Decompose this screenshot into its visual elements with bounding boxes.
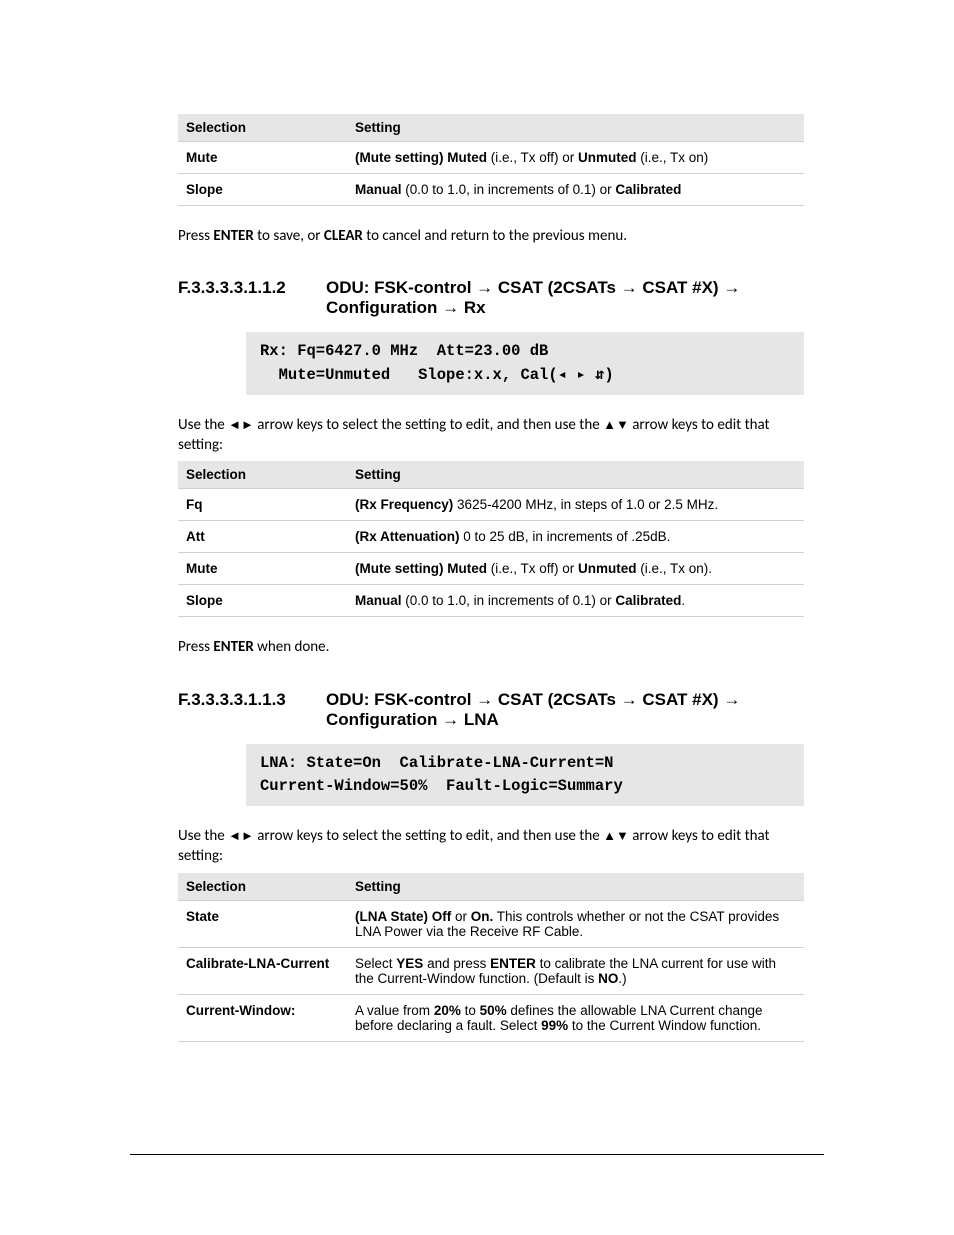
section-number: F.3.3.3.3.1.1.3 [178,690,326,710]
lcd-display-rx: Rx: Fq=6427.0 MHz Att=23.00 dB Mute=Unmu… [246,332,804,395]
table-row: Calibrate-LNA-CurrentSelect YES and pres… [178,947,804,994]
col-setting: Setting [347,114,804,142]
cell-setting: (LNA State) Off or On. This controls whe… [347,900,804,947]
cell-selection: Fq [178,489,347,521]
lcd-right-icon: ▸ [576,366,585,384]
cell-setting: (Mute setting) Muted (i.e., Tx off) or U… [347,142,804,174]
table-row: Att(Rx Attenuation) 0 to 25 dB, in incre… [178,521,804,553]
table3-body: State(LNA State) Off or On. This control… [178,900,804,1041]
cell-selection: Mute [178,142,347,174]
cell-setting: Manual (0.0 to 1.0, in increments of 0.1… [347,174,804,206]
lcd-display-lna: LNA: State=On Calibrate-LNA-Current=N Cu… [246,744,804,807]
table-row: State(LNA State) Off or On. This control… [178,900,804,947]
cell-setting: (Rx Attenuation) 0 to 25 dB, in incremen… [347,521,804,553]
para-arrow-instructions-rx: Use the ◄► arrow keys to select the sett… [178,415,804,456]
cell-selection: Calibrate-LNA-Current [178,947,347,994]
cell-selection: Att [178,521,347,553]
table-row: SlopeManual (0.0 to 1.0, in increments o… [178,585,804,617]
col-setting: Setting [347,873,804,901]
section-number: F.3.3.3.3.1.1.2 [178,278,326,298]
settings-table-lna: Selection Setting State(LNA State) Off o… [178,873,804,1042]
table-row: Mute(Mute setting) Muted (i.e., Tx off) … [178,142,804,174]
settings-table-tx: Selection Setting Mute(Mute setting) Mut… [178,114,804,206]
cell-selection: State [178,900,347,947]
section-heading-lna: F.3.3.3.3.1.1.3 ODU: FSK-control → CSAT … [178,690,804,730]
col-selection: Selection [178,461,347,489]
para-enter-clear: Press ENTER to save, or CLEAR to cancel … [178,226,804,246]
cell-setting: A value from 20% to 50% defines the allo… [347,994,804,1041]
cell-setting: (Rx Frequency) 3625-4200 MHz, in steps o… [347,489,804,521]
footer-rule [130,1154,824,1155]
lcd-left-icon: ◂ [558,366,567,384]
lcd-updown-icon: ⇵ [595,366,604,384]
table1-body: Mute(Mute setting) Muted (i.e., Tx off) … [178,142,804,206]
cell-selection: Current-Window: [178,994,347,1041]
cell-setting: Select YES and press ENTER to calibrate … [347,947,804,994]
col-setting: Setting [347,461,804,489]
table2-body: Fq(Rx Frequency) 3625-4200 MHz, in steps… [178,489,804,617]
table-row: SlopeManual (0.0 to 1.0, in increments o… [178,174,804,206]
table-row: Current-Window:A value from 20% to 50% d… [178,994,804,1041]
cell-selection: Slope [178,585,347,617]
para-arrow-instructions-lna: Use the ◄► arrow keys to select the sett… [178,826,804,867]
cell-selection: Mute [178,553,347,585]
cell-selection: Slope [178,174,347,206]
table-row: Fq(Rx Frequency) 3625-4200 MHz, in steps… [178,489,804,521]
document-page: Selection Setting Mute(Mute setting) Mut… [0,0,954,1235]
section-title: ODU: FSK-control → CSAT (2CSATs → CSAT #… [326,278,804,318]
table-row: Mute(Mute setting) Muted (i.e., Tx off) … [178,553,804,585]
col-selection: Selection [178,114,347,142]
settings-table-rx: Selection Setting Fq(Rx Frequency) 3625-… [178,461,804,617]
section-heading-rx: F.3.3.3.3.1.1.2 ODU: FSK-control → CSAT … [178,278,804,318]
section-title: ODU: FSK-control → CSAT (2CSATs → CSAT #… [326,690,804,730]
para-enter-done: Press ENTER when done. [178,637,804,657]
col-selection: Selection [178,873,347,901]
cell-setting: (Mute setting) Muted (i.e., Tx off) or U… [347,553,804,585]
cell-setting: Manual (0.0 to 1.0, in increments of 0.1… [347,585,804,617]
